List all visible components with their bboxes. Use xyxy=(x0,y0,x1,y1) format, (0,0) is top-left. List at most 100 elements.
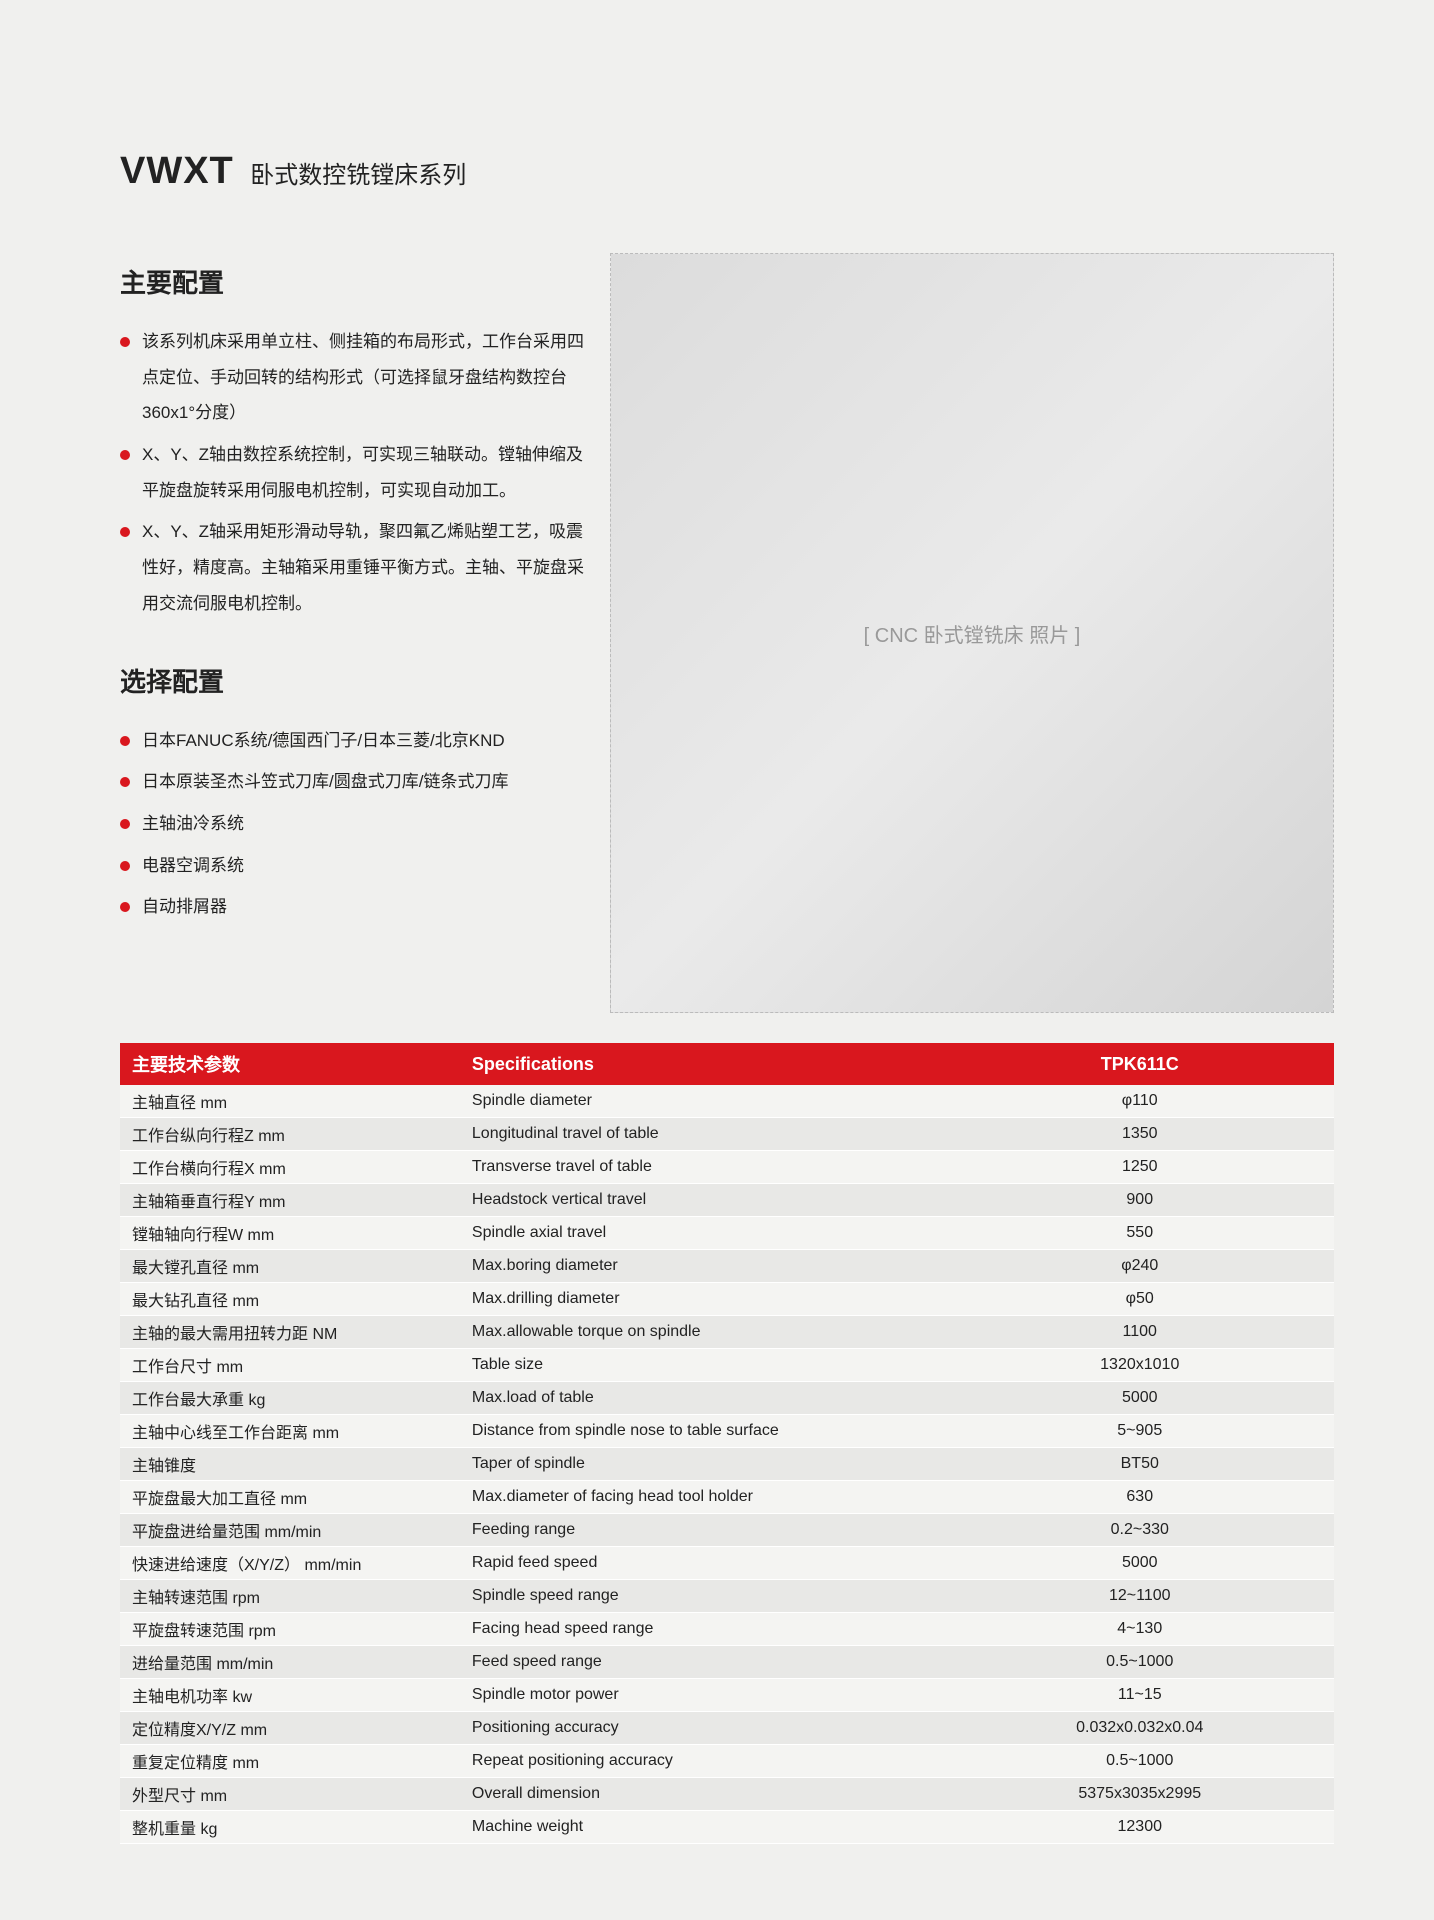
spec-val: 630 xyxy=(946,1481,1335,1514)
page-title-row: VWXT 卧式数控铣镗床系列 xyxy=(120,150,1334,193)
option-config-item: 主轴油冷系统 xyxy=(120,806,590,842)
option-config-heading: 选择配置 xyxy=(120,662,590,699)
spec-en: Max.diameter of facing head tool holder xyxy=(460,1481,946,1514)
option-config-item: 电器空调系统 xyxy=(120,848,590,884)
table-row: 外型尺寸 mmOverall dimension5375x3035x2995 xyxy=(120,1778,1334,1811)
spec-en: Table size xyxy=(460,1349,946,1382)
spec-cn: 主轴转速范围 rpm xyxy=(120,1580,460,1613)
spec-en: Distance from spindle nose to table surf… xyxy=(460,1415,946,1448)
table-row: 重复定位精度 mmRepeat positioning accuracy0.5~… xyxy=(120,1745,1334,1778)
spec-cn: 主轴电机功率 kw xyxy=(120,1679,460,1712)
spec-val: 5000 xyxy=(946,1382,1335,1415)
table-row: 主轴直径 mmSpindle diameterφ110 xyxy=(120,1085,1334,1118)
spec-body: 主轴直径 mmSpindle diameterφ110工作台纵向行程Z mmLo… xyxy=(120,1085,1334,1844)
spec-en: Spindle axial travel xyxy=(460,1217,946,1250)
main-config-heading: 主要配置 xyxy=(120,263,590,300)
spec-cn: 镗轴轴向行程W mm xyxy=(120,1217,460,1250)
table-row: 主轴中心线至工作台距离 mmDistance from spindle nose… xyxy=(120,1415,1334,1448)
table-row: 平旋盘进给量范围 mm/minFeeding range0.2~330 xyxy=(120,1514,1334,1547)
option-config-item: 日本原装圣杰斗笠式刀库/圆盘式刀库/链条式刀库 xyxy=(120,764,590,800)
spec-val: φ110 xyxy=(946,1085,1335,1118)
option-config-item: 自动排屑器 xyxy=(120,889,590,925)
spec-cn: 最大钻孔直径 mm xyxy=(120,1283,460,1316)
spec-cn: 定位精度X/Y/Z mm xyxy=(120,1712,460,1745)
spec-val: 11~15 xyxy=(946,1679,1335,1712)
spec-val: 5375x3035x2995 xyxy=(946,1778,1335,1811)
spec-en: Machine weight xyxy=(460,1811,946,1844)
spec-val: 0.032x0.032x0.04 xyxy=(946,1712,1335,1745)
spec-cn: 工作台纵向行程Z mm xyxy=(120,1118,460,1151)
spec-header-en: Specifications xyxy=(460,1043,946,1085)
spec-header-cn: 主要技术参数 xyxy=(120,1043,460,1085)
spec-val: 4~130 xyxy=(946,1613,1335,1646)
spec-cn: 平旋盘最大加工直径 mm xyxy=(120,1481,460,1514)
spec-cn: 整机重量 kg xyxy=(120,1811,460,1844)
table-row: 最大镗孔直径 mmMax.boring diameterφ240 xyxy=(120,1250,1334,1283)
spec-cn: 主轴箱垂直行程Y mm xyxy=(120,1184,460,1217)
spec-val: 550 xyxy=(946,1217,1335,1250)
spec-cn: 工作台横向行程X mm xyxy=(120,1151,460,1184)
table-row: 最大钻孔直径 mmMax.drilling diameterφ50 xyxy=(120,1283,1334,1316)
spec-val: 900 xyxy=(946,1184,1335,1217)
spec-en: Max.allowable torque on spindle xyxy=(460,1316,946,1349)
spec-cn: 快速进给速度（X/Y/Z） mm/min xyxy=(120,1547,460,1580)
title-sub: 卧式数控铣镗床系列 xyxy=(250,155,466,190)
table-row: 主轴箱垂直行程Y mmHeadstock vertical travel900 xyxy=(120,1184,1334,1217)
spec-table: 主要技术参数 Specifications TPK611C 主轴直径 mmSpi… xyxy=(120,1043,1334,1844)
table-row: 工作台最大承重 kgMax.load of table5000 xyxy=(120,1382,1334,1415)
spec-val: 0.5~1000 xyxy=(946,1646,1335,1679)
table-row: 主轴的最大需用扭转力距 NMMax.allowable torque on sp… xyxy=(120,1316,1334,1349)
spec-cn: 主轴中心线至工作台距离 mm xyxy=(120,1415,460,1448)
spec-val: 1320x1010 xyxy=(946,1349,1335,1382)
table-row: 进给量范围 mm/minFeed speed range0.5~1000 xyxy=(120,1646,1334,1679)
machine-photo: [ CNC 卧式镗铣床 照片 ] xyxy=(610,253,1334,1013)
spec-en: Taper of spindle xyxy=(460,1448,946,1481)
spec-en: Spindle speed range xyxy=(460,1580,946,1613)
spec-val: 12~1100 xyxy=(946,1580,1335,1613)
spec-en: Facing head speed range xyxy=(460,1613,946,1646)
main-config-list: 该系列机床采用单立柱、侧挂箱的布局形式，工作台采用四点定位、手动回转的结构形式（… xyxy=(120,324,590,622)
option-config-list: 日本FANUC系统/德国西门子/日本三菱/北京KND 日本原装圣杰斗笠式刀库/圆盘… xyxy=(120,723,590,925)
table-row: 工作台纵向行程Z mmLongitudinal travel of table1… xyxy=(120,1118,1334,1151)
spec-val: φ50 xyxy=(946,1283,1335,1316)
main-config-item: X、Y、Z轴由数控系统控制，可实现三轴联动。镗轴伸缩及平旋盘旋转采用伺服电机控制… xyxy=(120,437,590,508)
spec-val: BT50 xyxy=(946,1448,1335,1481)
spec-header-model: TPK611C xyxy=(946,1043,1335,1085)
spec-val: 1350 xyxy=(946,1118,1335,1151)
spec-cn: 外型尺寸 mm xyxy=(120,1778,460,1811)
spec-cn: 工作台最大承重 kg xyxy=(120,1382,460,1415)
config-column: 主要配置 该系列机床采用单立柱、侧挂箱的布局形式，工作台采用四点定位、手动回转的… xyxy=(120,253,590,1013)
spec-cn: 重复定位精度 mm xyxy=(120,1745,460,1778)
spec-en: Max.load of table xyxy=(460,1382,946,1415)
spec-cn: 进给量范围 mm/min xyxy=(120,1646,460,1679)
spec-en: Positioning accuracy xyxy=(460,1712,946,1745)
table-row: 整机重量 kgMachine weight12300 xyxy=(120,1811,1334,1844)
table-row: 平旋盘最大加工直径 mmMax.diameter of facing head … xyxy=(120,1481,1334,1514)
table-row: 主轴锥度Taper of spindleBT50 xyxy=(120,1448,1334,1481)
spec-val: 12300 xyxy=(946,1811,1335,1844)
spec-en: Longitudinal travel of table xyxy=(460,1118,946,1151)
top-area: 主要配置 该系列机床采用单立柱、侧挂箱的布局形式，工作台采用四点定位、手动回转的… xyxy=(120,253,1334,1013)
spec-en: Rapid feed speed xyxy=(460,1547,946,1580)
spec-cn: 平旋盘进给量范围 mm/min xyxy=(120,1514,460,1547)
spec-en: Overall dimension xyxy=(460,1778,946,1811)
spec-val: 1250 xyxy=(946,1151,1335,1184)
option-config-item: 日本FANUC系统/德国西门子/日本三菱/北京KND xyxy=(120,723,590,759)
table-row: 工作台横向行程X mmTransverse travel of table125… xyxy=(120,1151,1334,1184)
spec-en: Max.drilling diameter xyxy=(460,1283,946,1316)
spec-val: 5~905 xyxy=(946,1415,1335,1448)
table-row: 主轴转速范围 rpmSpindle speed range12~1100 xyxy=(120,1580,1334,1613)
spec-val: 5000 xyxy=(946,1547,1335,1580)
title-main: VWXT xyxy=(120,150,234,193)
main-config-item: 该系列机床采用单立柱、侧挂箱的布局形式，工作台采用四点定位、手动回转的结构形式（… xyxy=(120,324,590,431)
table-row: 工作台尺寸 mmTable size1320x1010 xyxy=(120,1349,1334,1382)
spec-en: Headstock vertical travel xyxy=(460,1184,946,1217)
spec-en: Spindle motor power xyxy=(460,1679,946,1712)
spec-val: 0.2~330 xyxy=(946,1514,1335,1547)
spec-en: Repeat positioning accuracy xyxy=(460,1745,946,1778)
table-row: 主轴电机功率 kwSpindle motor power11~15 xyxy=(120,1679,1334,1712)
spec-en: Feeding range xyxy=(460,1514,946,1547)
spec-val: 0.5~1000 xyxy=(946,1745,1335,1778)
table-row: 镗轴轴向行程W mmSpindle axial travel550 xyxy=(120,1217,1334,1250)
spec-cn: 主轴锥度 xyxy=(120,1448,460,1481)
